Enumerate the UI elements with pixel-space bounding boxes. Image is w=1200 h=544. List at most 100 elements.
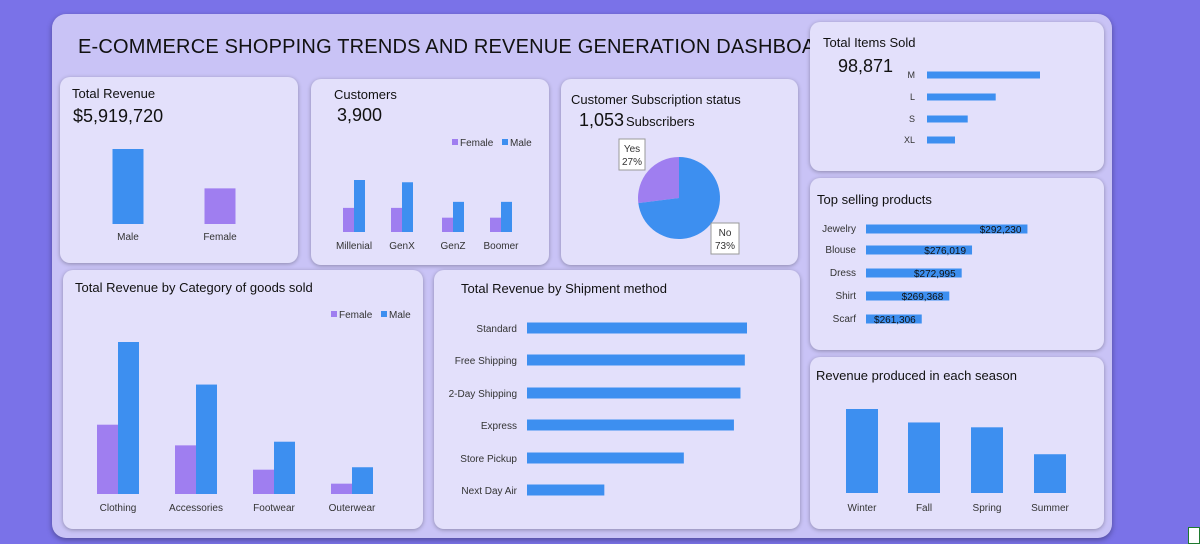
bar-millenial-male [354,180,365,232]
tick-label-product-scarf: Scarf [833,314,857,325]
legend-swatch-female [331,311,337,317]
bar-product-scarf [866,314,922,324]
customers-value: 3,900 [337,105,383,125]
category-title: Total Revenue by Category of goods sold [75,280,313,295]
tick-label-product-shirt: Shirt [835,291,856,302]
bar-size-s [927,115,968,123]
tick-label-boomer: Boomer [483,241,519,252]
total-revenue-value: $5,919,720 [73,106,164,126]
bar-clothing-male [118,342,139,494]
bar-size-xl [927,136,955,144]
tick-label-genx: GenX [389,241,415,252]
tick-label-shipment-standard: Standard [476,324,517,335]
bar-accessories-female [175,445,196,494]
tick-label-season-winter: Winter [848,503,878,514]
tick-label-season-fall: Fall [916,503,932,514]
subscription-value: 1,053 [579,110,625,130]
pie-slice-no [638,157,720,239]
tick-label-size-s: S [909,114,915,124]
bar-genx-male [402,182,413,232]
subscription-suffix: Subscribers [626,114,695,129]
bar-millenial-female [343,207,354,232]
top-products-title: Top selling products [817,192,932,207]
bar-outerwear-female [331,483,352,494]
tick-label-footwear: Footwear [253,503,295,514]
bar-clothing-female [97,424,118,494]
bar-product-dress [866,268,962,278]
bar-product-jewelry [866,224,1028,234]
total-revenue-card [60,77,298,263]
pie-value-no: 73% [715,241,735,252]
bar-shipment-express [527,419,734,431]
data-label-product-blouse: $276,019 [924,246,966,257]
bar-season-winter [846,409,878,493]
tick-label-size-l: L [910,92,915,102]
shipment-title: Total Revenue by Shipment method [461,281,667,296]
bar-genz-male [453,201,464,232]
tick-label-season-spring: Spring [973,503,1002,514]
revenue-by-gender-chart: Male Female [112,149,237,243]
legend-label-male: Male [389,310,411,321]
bar-season-fall [908,422,940,493]
pie-label-no: No [719,228,732,239]
tick-label-product-dress: Dress [830,268,856,279]
corner-indicator [1188,527,1200,544]
tick-label-clothing: Clothing [100,503,137,514]
tick-label-shipment-free-shipping: Free Shipping [455,356,517,367]
bar-footwear-male [274,441,295,494]
pie-label-box-yes [618,138,646,171]
items-by-size-chart: M L S XL [904,70,1040,145]
season-title: Revenue produced in each season [816,368,1017,383]
tick-label-size-xl: XL [904,135,915,145]
legend-label-female: Female [460,138,494,149]
revenue-by-shipment-chart: Standard Free Shipping 2-Day Shipping Expre… [449,322,747,497]
pie-slice-yes [638,157,679,204]
legend-swatch-male [502,139,508,145]
tick-label-season-summer: Summer [1031,503,1069,514]
tick-label-size-m: M [908,70,916,80]
customers-card [311,79,549,265]
revenue-by-category-chart: Clothing Accessories Footwear Outerwear Fema… [97,310,411,514]
items-sold-title: Total Items Sold [823,35,916,50]
tick-label-shipment-next-day-air: Next Day Air [461,486,517,497]
bar-footwear-female [253,469,274,494]
bar-shipment-next-day-air [527,484,605,496]
bar-male [112,149,144,224]
bar-boomer-female [490,217,501,232]
legend-swatch-female [452,139,458,145]
pie-label-box-no [710,222,740,255]
bar-product-blouse [866,245,973,255]
dashboard-title: E-COMMERCE SHOPPING TRENDS AND REVENUE G… [78,36,845,58]
bar-shipment-2-day-shipping [527,387,741,399]
bar-genz-female [442,217,453,232]
bar-shipment-standard [527,322,747,334]
bar-shipment-free-shipping [527,354,745,366]
data-label-product-jewelry: $292,230 [980,225,1022,236]
legend-swatch-male [381,311,387,317]
tick-label-product-blouse: Blouse [825,245,856,256]
bar-season-summer [1034,454,1066,493]
customers-by-generation-chart: Millenial GenX GenZ Boomer Female Male [336,138,532,252]
tick-label-genz: GenZ [440,241,465,252]
top-products-card [810,178,1104,350]
legend-label-male: Male [510,138,532,149]
bar-boomer-male [501,201,512,232]
total-revenue-title: Total Revenue [72,86,156,101]
subscription-title: Customer Subscription status [571,92,741,107]
tick-label-female: Female [203,232,237,243]
tick-label-shipment-express: Express [481,421,517,432]
revenue-by-season-chart: Winter Fall Spring Summer [846,409,1070,514]
data-label-product-shirt: $269,368 [902,292,944,303]
bar-female [204,188,236,224]
bar-genx-female [391,207,402,232]
tick-label-product-jewelry: Jewelry [822,224,856,235]
bar-size-l [927,93,996,101]
tick-label-male: Male [117,232,139,243]
tick-label-accessories: Accessories [169,503,223,514]
tick-label-shipment-store-pickup: Store Pickup [460,454,517,465]
pie-label-yes: Yes [624,144,640,155]
tick-label-outerwear: Outerwear [329,503,376,514]
data-label-product-dress: $272,995 [914,269,956,280]
shipment-card [434,270,800,529]
bar-shipment-store-pickup [527,452,684,464]
